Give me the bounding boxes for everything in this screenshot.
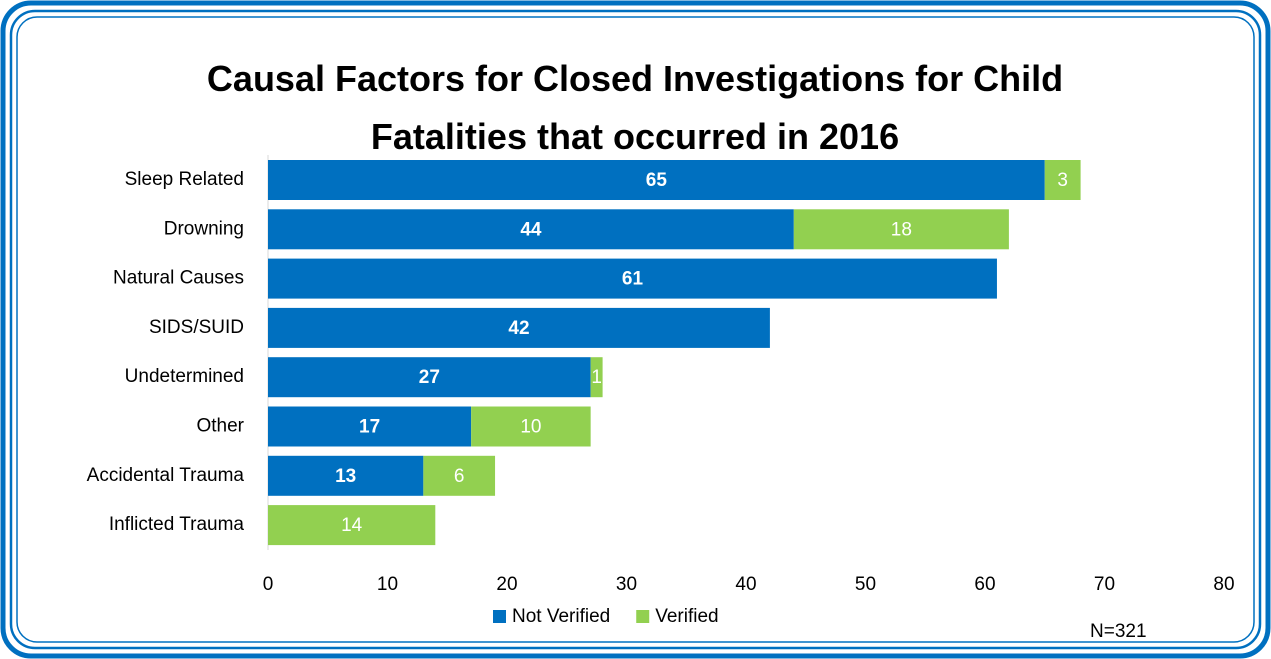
y-tick-label: Undetermined [125,366,244,387]
bar-segment [471,406,591,447]
bar-segment [1044,160,1081,200]
y-tick-label: Other [196,416,244,437]
chart-title: Causal Factors for Closed Investigations… [206,58,1064,157]
bar-value-label: 14 [341,515,363,536]
y-tick-label: Natural Causes [113,268,244,289]
x-tick-label: 10 [377,574,398,595]
bar-segment [268,209,794,250]
bar-value-label: 17 [359,417,380,438]
y-tick-label: SIDS/SUID [149,317,244,338]
bar-segment [423,455,496,496]
x-tick-label: 80 [1213,574,1234,595]
x-tick-label: 30 [616,574,637,595]
legend-swatch [636,610,650,623]
legend-swatch [493,610,506,623]
x-tick-label: 70 [1094,574,1115,595]
bar-value-label: 1 [591,367,602,388]
bar-segment [268,455,424,496]
bar-value-label: 13 [335,466,356,487]
x-tick-label: 60 [974,574,995,595]
bar-value-label: 3 [1057,170,1068,191]
bar-value-label: 61 [622,269,644,290]
y-tick-label: Sleep Related [125,169,244,190]
annotation: N=321 [1090,621,1147,642]
bar-segment [268,307,770,348]
x-tick-label: 40 [735,574,756,595]
bar-value-label: 6 [454,466,465,487]
y-tick-label: Accidental Trauma [87,465,245,486]
y-tick-label: Inflicted Trauma [109,514,245,535]
bar-value-label: 18 [891,219,912,240]
bar-segment [268,406,472,447]
bar-segment [793,209,1009,250]
x-tick-label: 20 [496,574,517,595]
legend-label: Not Verified [512,606,610,627]
legend-label: Verified [655,606,718,627]
bar-value-label: 27 [419,367,440,388]
bar-value-label: 44 [520,219,542,240]
bar-value-label: 10 [520,417,541,438]
bar-segment [268,160,1045,200]
bar-value-label: 42 [508,318,529,339]
x-tick-label: 50 [855,574,876,595]
x-tick-label: 0 [263,574,274,595]
bar-segment [268,505,436,546]
bar-segment [590,357,603,398]
y-tick-label: Drowning [164,218,244,239]
frame-middle [9,9,1262,650]
bar-value-label: 65 [646,170,668,191]
bar-segment [268,258,997,299]
bar-segment [268,357,591,398]
frame-inner [16,16,1255,643]
